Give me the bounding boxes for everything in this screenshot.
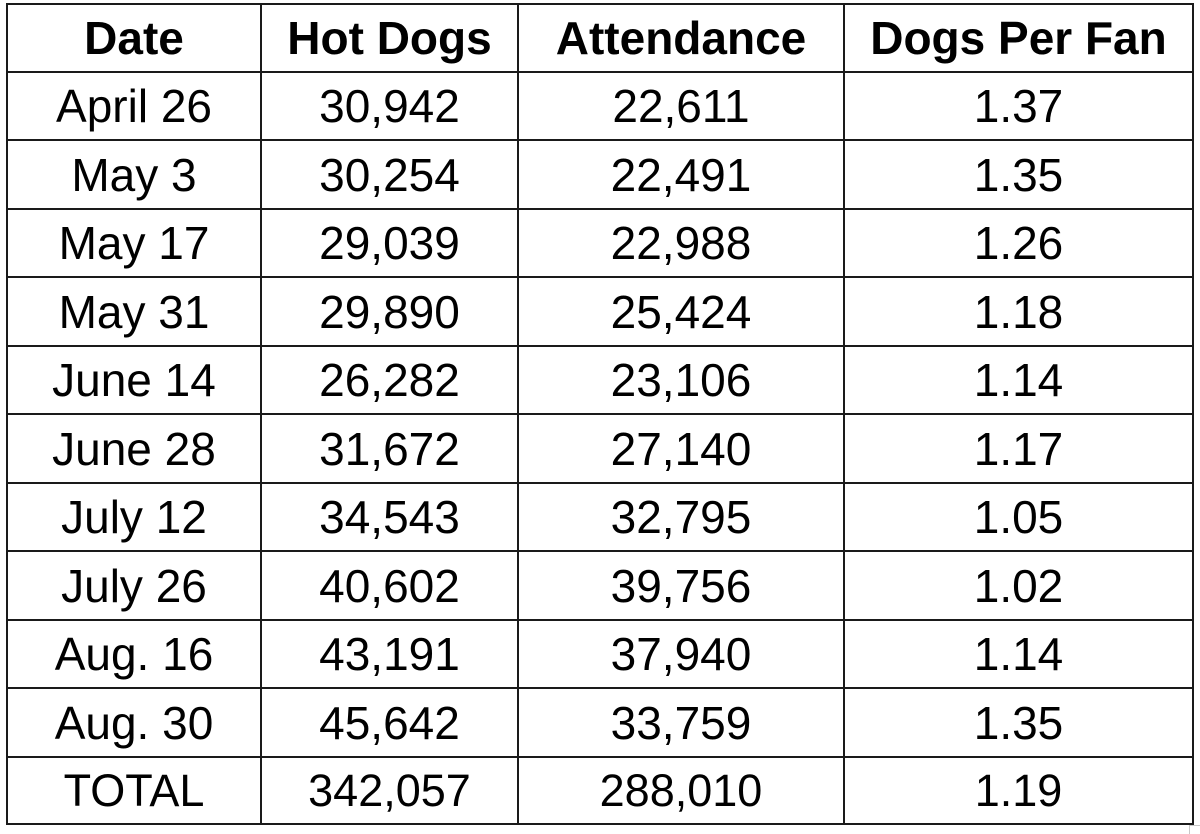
cell-hot-dogs: 31,672 <box>260 413 519 484</box>
cell-dogs-per-fan: 1.14 <box>843 344 1194 416</box>
cell-date: May 31 <box>6 276 262 347</box>
cell-attendance: 37,940 <box>517 618 845 690</box>
cell-hot-dogs: 26,282 <box>260 344 519 416</box>
cell-hot-dogs: 43,191 <box>260 618 519 690</box>
header-hot-dogs: Hot Dogs <box>260 3 519 73</box>
hot-dog-attendance-table: Date Hot Dogs Attendance Dogs Per Fan Ap… <box>6 3 1194 826</box>
total-hot-dogs: 342,057 <box>260 755 519 826</box>
cell-date: Aug. 30 <box>6 687 262 758</box>
total-dogs-per-fan: 1.19 <box>843 755 1194 826</box>
header-row: Date Hot Dogs Attendance Dogs Per Fan <box>6 3 1194 73</box>
table-row: Aug. 30 45,642 33,759 1.35 <box>6 687 1194 758</box>
cell-hot-dogs: 30,254 <box>260 139 519 210</box>
table-row: July 12 34,543 32,795 1.05 <box>6 481 1194 553</box>
cell-attendance: 32,795 <box>517 481 845 553</box>
cell-date: May 17 <box>6 207 262 279</box>
cell-date: July 26 <box>6 550 262 621</box>
cell-attendance: 22,611 <box>517 70 845 142</box>
cell-date: April 26 <box>6 70 262 142</box>
cell-dogs-per-fan: 1.18 <box>843 276 1194 347</box>
table-row: April 26 30,942 22,611 1.37 <box>6 70 1194 142</box>
cell-hot-dogs: 30,942 <box>260 70 519 142</box>
table-row: May 3 30,254 22,491 1.35 <box>6 139 1194 210</box>
table-row: July 26 40,602 39,756 1.02 <box>6 550 1194 621</box>
table-row: May 17 29,039 22,988 1.26 <box>6 207 1194 279</box>
cell-hot-dogs: 34,543 <box>260 481 519 553</box>
cell-attendance: 22,491 <box>517 139 845 210</box>
table-row: June 28 31,672 27,140 1.17 <box>6 413 1194 484</box>
cell-attendance: 22,988 <box>517 207 845 279</box>
table-row: June 14 26,282 23,106 1.14 <box>6 344 1194 416</box>
header-dogs-per-fan: Dogs Per Fan <box>843 3 1194 73</box>
cell-hot-dogs: 29,890 <box>260 276 519 347</box>
cell-dogs-per-fan: 1.26 <box>843 207 1194 279</box>
cell-dogs-per-fan: 1.05 <box>843 481 1194 553</box>
cell-date: May 3 <box>6 139 262 210</box>
cell-attendance: 25,424 <box>517 276 845 347</box>
hot-dog-attendance-table-container: Date Hot Dogs Attendance Dogs Per Fan Ap… <box>6 3 1194 826</box>
cell-date: July 12 <box>6 481 262 553</box>
cell-dogs-per-fan: 1.14 <box>843 618 1194 690</box>
cell-date: Aug. 16 <box>6 618 262 690</box>
total-row: TOTAL 342,057 288,010 1.19 <box>6 755 1194 826</box>
cell-hot-dogs: 29,039 <box>260 207 519 279</box>
table-row: Aug. 16 43,191 37,940 1.14 <box>6 618 1194 690</box>
cell-dogs-per-fan: 1.35 <box>843 139 1194 210</box>
cell-dogs-per-fan: 1.02 <box>843 550 1194 621</box>
cell-hot-dogs: 40,602 <box>260 550 519 621</box>
cell-dogs-per-fan: 1.35 <box>843 687 1194 758</box>
cell-dogs-per-fan: 1.17 <box>843 413 1194 484</box>
cell-attendance: 39,756 <box>517 550 845 621</box>
selection-corner-mark <box>1189 825 1200 834</box>
total-label: TOTAL <box>6 755 262 826</box>
cell-attendance: 23,106 <box>517 344 845 416</box>
header-date: Date <box>6 3 262 73</box>
cell-hot-dogs: 45,642 <box>260 687 519 758</box>
cell-dogs-per-fan: 1.37 <box>843 70 1194 142</box>
cell-date: June 14 <box>6 344 262 416</box>
cell-date: June 28 <box>6 413 262 484</box>
cell-attendance: 33,759 <box>517 687 845 758</box>
table-row: May 31 29,890 25,424 1.18 <box>6 276 1194 347</box>
cell-attendance: 27,140 <box>517 413 845 484</box>
header-attendance: Attendance <box>517 3 845 73</box>
total-attendance: 288,010 <box>517 755 845 826</box>
